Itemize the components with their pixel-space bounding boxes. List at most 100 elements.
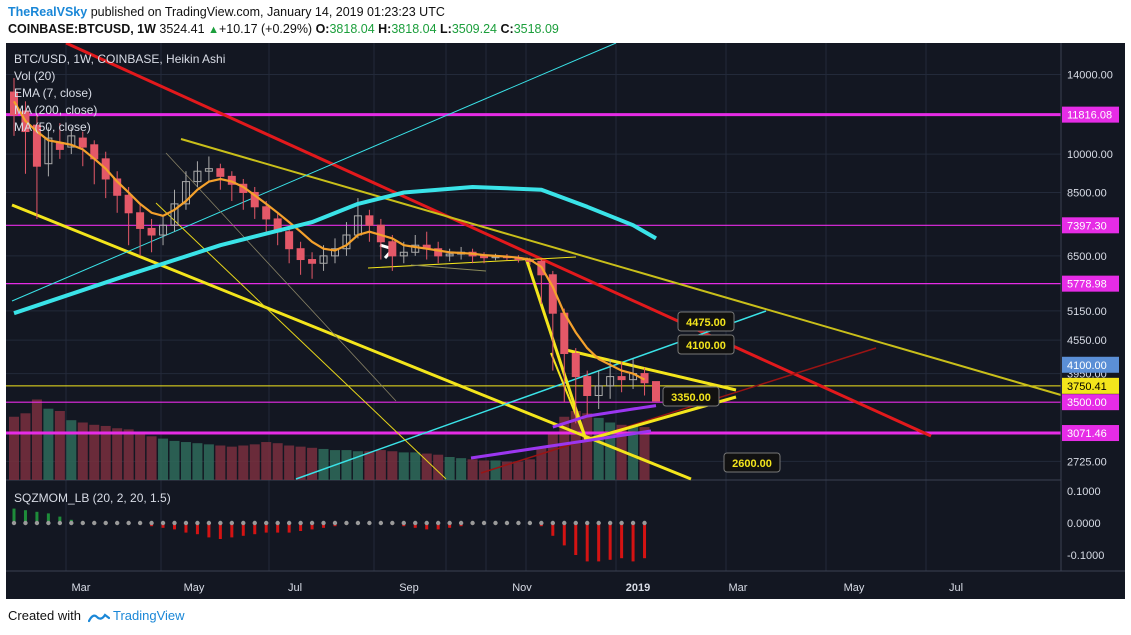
candle-body — [32, 124, 41, 167]
squeeze-dot — [493, 520, 498, 526]
candle-body — [136, 212, 145, 229]
volume-bar — [513, 461, 524, 480]
candle-body — [445, 253, 454, 257]
purple-line — [470, 429, 652, 460]
volume-bar — [433, 454, 444, 480]
squeeze-dot — [424, 520, 429, 526]
volume-bar — [501, 461, 512, 480]
squeeze-dot — [126, 520, 131, 526]
momentum-tick-label: 0.0000 — [1067, 518, 1101, 530]
cyan-thin-trendline — [11, 42, 617, 302]
volume-bar — [639, 427, 650, 480]
tradingview-brand[interactable]: TradingView — [113, 608, 185, 623]
candle-body — [181, 181, 190, 205]
squeeze-dot — [413, 520, 418, 526]
squeeze-dot — [206, 520, 212, 526]
chart-area[interactable]: 4475.00 4100.00 3350.00 2600.00 14000.00 100… — [6, 41, 1125, 599]
volume-bar — [215, 445, 226, 480]
momentum-bar — [551, 523, 555, 536]
publish-line: TheRealVSky published on TradingView.com… — [8, 5, 445, 19]
time-tick-label: Mar — [729, 582, 748, 594]
yellow-upper-trendline — [180, 138, 1062, 396]
volume-bar — [249, 444, 260, 480]
price-tag — [1062, 356, 1119, 373]
momentum-bar — [287, 523, 291, 533]
volume-bar — [341, 450, 352, 480]
volume-bar — [169, 440, 180, 480]
time-tick-label: Nov — [512, 582, 532, 594]
squeeze-dot — [114, 520, 120, 526]
volume-bar — [261, 442, 272, 480]
squeeze-dot — [80, 520, 85, 526]
squeeze-dot — [183, 520, 189, 526]
momentum-bar — [608, 523, 612, 560]
momentum-bar — [218, 523, 222, 539]
created-with-label: Created with — [8, 608, 81, 623]
red-descending-trendline — [65, 41, 932, 438]
squeeze-dot — [367, 520, 372, 526]
volume-bar — [31, 399, 42, 480]
tradingview-logo-icon — [87, 612, 110, 622]
callout-box — [662, 386, 720, 407]
low-label: L: — [440, 22, 452, 36]
momentum-bar — [631, 523, 635, 562]
volume-bar — [375, 450, 386, 480]
candle-body — [262, 206, 271, 220]
volume-bar — [43, 408, 54, 480]
wedge-upper-leg — [565, 348, 737, 392]
last-price: 3524.41 — [159, 22, 205, 36]
squeeze-dot — [195, 520, 200, 526]
squeeze-dot — [309, 520, 315, 526]
candle-body — [399, 251, 408, 257]
candle-body — [434, 248, 443, 257]
price-chart[interactable]: 4475.00 4100.00 3350.00 2600.00 14000.00 100… — [6, 41, 1125, 599]
candle-body — [617, 376, 626, 381]
open-value: 3818.04 — [329, 22, 375, 36]
squeeze-dot — [46, 520, 51, 526]
low-value: 3509.24 — [451, 22, 498, 36]
volume-bar — [112, 428, 123, 480]
squeeze-dot — [619, 520, 624, 526]
momentum-bar — [161, 523, 165, 528]
price-tag-label: 7397.30 — [1067, 220, 1107, 232]
candle-body — [44, 137, 53, 165]
squeeze-dot — [218, 520, 223, 526]
yellow-lower-trendline — [11, 203, 692, 481]
squeeze-dot — [562, 520, 567, 526]
candle-body — [296, 248, 305, 261]
squeeze-dot — [401, 520, 406, 526]
candle-body — [571, 353, 580, 378]
close-label: C: — [500, 22, 514, 36]
volume-bar — [547, 434, 558, 480]
volume-bar — [123, 429, 134, 480]
squeeze-dot — [103, 520, 108, 526]
squeeze-dot — [458, 520, 464, 526]
candle-body — [78, 137, 87, 148]
volume-bar — [559, 416, 570, 480]
candle-body — [285, 231, 294, 250]
candle-body — [250, 191, 259, 208]
squeeze-dot — [34, 520, 40, 526]
time-tick-label: May — [844, 582, 865, 594]
squeeze-dot — [527, 520, 533, 526]
candle-body — [124, 194, 133, 214]
footer: Created with TradingView — [8, 608, 185, 630]
momentum-bar — [562, 523, 566, 546]
momentum-bar — [195, 523, 199, 535]
price-tick-label: 4550.00 — [1067, 335, 1107, 347]
momentum-bar — [23, 510, 27, 523]
squeeze-dot — [607, 520, 613, 526]
volume-bar — [180, 442, 191, 480]
volume-bar — [387, 451, 398, 480]
squeeze-dot — [573, 520, 578, 526]
triangle-bottom-line — [410, 264, 487, 272]
squeeze-dot — [481, 520, 487, 526]
volume-bar — [100, 425, 111, 480]
price-tick-label: 2725.00 — [1067, 456, 1107, 468]
candle-body — [606, 376, 615, 387]
volume-bar — [284, 445, 295, 480]
candle-body — [10, 91, 18, 116]
momentum-bar — [322, 523, 326, 528]
author-name[interactable]: TheRealVSky — [8, 5, 88, 19]
ma200-line — [552, 404, 657, 429]
